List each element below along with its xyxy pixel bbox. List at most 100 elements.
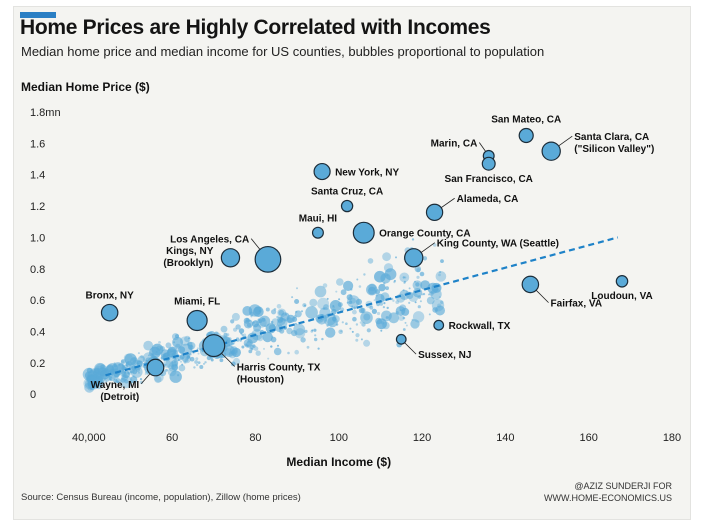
county-bubble — [422, 292, 426, 296]
county-bubble — [226, 339, 229, 342]
county-bubble — [388, 312, 400, 324]
county-bubble — [363, 313, 371, 321]
county-bubble — [120, 359, 126, 364]
county-bubble — [156, 345, 162, 351]
county-bubble — [230, 361, 236, 367]
county-bubble — [181, 363, 184, 366]
county-bubble — [437, 303, 442, 308]
county-bubble — [206, 355, 212, 361]
y-tick-label: 1.4 — [30, 170, 45, 182]
county-bubble — [172, 336, 184, 348]
county-bubble — [376, 318, 387, 330]
county-bubble — [317, 297, 329, 310]
county-label: Santa Clara, CA — [574, 132, 649, 143]
x-tick-label: 40,000 — [72, 432, 106, 444]
county-bubble — [105, 365, 115, 374]
county-bubble — [253, 323, 262, 332]
county-bubble — [197, 347, 199, 350]
y-tick-label: 1.6 — [30, 138, 45, 150]
county-bubble — [305, 306, 318, 319]
x-axis-label: Median Income ($) — [286, 455, 391, 469]
county-bubble — [317, 347, 320, 350]
county-label: Alameda, CA — [457, 194, 519, 205]
county-bubble — [350, 288, 353, 291]
county-bubble — [262, 331, 273, 343]
county-bubble — [139, 380, 144, 385]
county-bubble — [119, 375, 133, 389]
county-bubble — [338, 329, 344, 335]
county-bubble — [232, 357, 241, 366]
county-bubble — [405, 291, 408, 294]
county-bubble — [296, 287, 298, 290]
county-bubble — [92, 368, 99, 375]
county-bubble — [276, 315, 279, 319]
county-bubble — [140, 355, 144, 359]
county-bubble — [376, 311, 381, 316]
county-label: San Mateo, CA — [491, 114, 561, 125]
county-bubble — [173, 349, 177, 354]
county-bubble — [258, 309, 262, 313]
county-bubble — [129, 371, 132, 373]
county-bubble — [198, 348, 201, 351]
county-bubble — [404, 321, 407, 324]
county-bubble — [106, 375, 112, 381]
county-bubble — [116, 380, 119, 384]
county-bubble — [154, 375, 162, 384]
county-bubble — [385, 286, 389, 291]
county-bubble — [383, 282, 386, 285]
county-bubble — [168, 362, 179, 372]
county-bubble — [275, 324, 283, 332]
labeled-county-bubble — [425, 203, 444, 222]
county-bubble — [410, 319, 420, 329]
county-bubble — [224, 348, 232, 356]
county-bubble — [144, 373, 147, 375]
county-bubble — [323, 313, 336, 326]
county-bubble — [414, 265, 421, 273]
y-tick-label: 0.8 — [30, 264, 45, 276]
credit-line-2: WWW.HOME-ECONOMICS.US — [544, 493, 672, 503]
county-bubble — [125, 364, 128, 367]
county-bubble — [265, 307, 270, 312]
county-bubble — [341, 321, 344, 324]
county-bubble — [163, 359, 172, 368]
county-bubble — [323, 304, 330, 311]
county-bubble — [415, 282, 420, 287]
county-bubble — [314, 285, 327, 298]
county-bubble — [98, 376, 103, 381]
county-bubble — [100, 364, 105, 369]
county-bubble — [428, 313, 431, 316]
county-bubble — [431, 282, 442, 293]
county-bubble — [378, 283, 386, 292]
county-bubble — [311, 329, 314, 332]
county-bubble — [440, 259, 444, 263]
county-bubble — [380, 273, 391, 284]
county-bubble — [143, 340, 154, 351]
county-label: San Francisco, CA — [445, 174, 533, 185]
y-tick-label: 1.8mn — [30, 107, 61, 119]
county-bubble — [96, 373, 99, 377]
county-bubble — [355, 333, 360, 338]
county-bubble — [197, 361, 201, 364]
county-bubble — [286, 327, 293, 335]
county-bubble — [294, 322, 297, 325]
county-bubble — [173, 341, 176, 344]
county-bubble — [241, 334, 244, 336]
county-bubble — [358, 285, 362, 288]
chart-subtitle: Median home price and median income for … — [21, 44, 545, 59]
county-bubble — [223, 332, 228, 337]
county-bubble — [248, 349, 253, 354]
y-tick-label: 1.0 — [30, 232, 45, 244]
county-bubble — [358, 307, 365, 314]
county-bubble — [112, 369, 116, 373]
county-bubble — [259, 315, 271, 327]
county-bubble — [199, 365, 204, 369]
county-label: New York, NY — [335, 168, 399, 179]
county-bubble — [408, 287, 411, 290]
y-tick-label: 0.6 — [30, 295, 45, 307]
labeled-county-bubble — [313, 162, 331, 181]
county-bubble — [349, 327, 352, 330]
county-bubble — [100, 364, 106, 370]
county-bubble — [352, 316, 357, 322]
county-bubble — [326, 324, 329, 327]
county-label: Fairfax, VA — [551, 299, 603, 310]
